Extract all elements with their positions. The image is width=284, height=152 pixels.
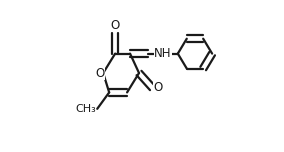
Text: O: O <box>95 67 105 79</box>
Text: NH: NH <box>154 47 172 60</box>
Text: O: O <box>110 19 120 31</box>
Text: O: O <box>154 81 163 94</box>
Text: CH₃: CH₃ <box>75 104 96 114</box>
